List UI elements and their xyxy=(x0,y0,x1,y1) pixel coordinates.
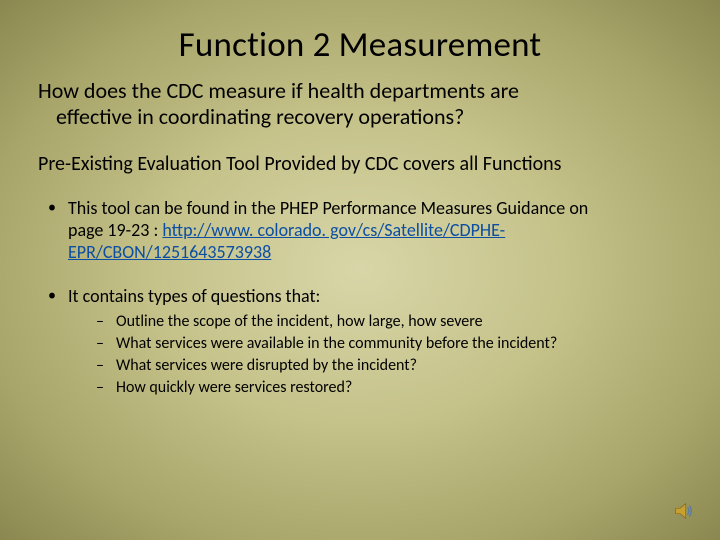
sub-bullet-item: What services were available in the comm… xyxy=(92,334,682,354)
sub-bullet-item: How quickly were services restored? xyxy=(92,378,682,398)
bullet2-text: It contains types of questions that: xyxy=(68,285,320,307)
sub-bullet-item: Outline the scope of the incident, how l… xyxy=(92,312,682,332)
slide-title: Function 2 Measurement xyxy=(38,24,682,66)
subtitle-line2: effective in coordinating recovery opera… xyxy=(38,103,464,130)
bullet1-text-mid: page 19-23 : xyxy=(68,219,162,241)
slide-subtitle: How does the CDC measure if health depar… xyxy=(38,78,682,130)
guidance-link-part2[interactable]: EPR/CBON/1251643573938 xyxy=(68,241,271,263)
bullet-item-1: This tool can be found in the PHEP Perfo… xyxy=(46,198,682,264)
sub-bullet-item: What services were disrupted by the inci… xyxy=(92,356,682,376)
bullet-list: This tool can be found in the PHEP Perfo… xyxy=(38,198,682,398)
guidance-link-part1[interactable]: http://www. colorado. gov/cs/Satellite/C… xyxy=(162,219,505,241)
sub-bullet-list: Outline the scope of the incident, how l… xyxy=(68,312,682,398)
bullet1-text-pre: This tool can be found in the PHEP Perfo… xyxy=(68,197,588,219)
section-text: Pre-Existing Evaluation Tool Provided by… xyxy=(38,152,682,176)
subtitle-line1: How does the CDC measure if health depar… xyxy=(38,77,519,104)
slide: Function 2 Measurement How does the CDC … xyxy=(0,0,720,540)
speaker-icon[interactable] xyxy=(672,500,694,522)
bullet-item-2: It contains types of questions that: Out… xyxy=(46,286,682,398)
